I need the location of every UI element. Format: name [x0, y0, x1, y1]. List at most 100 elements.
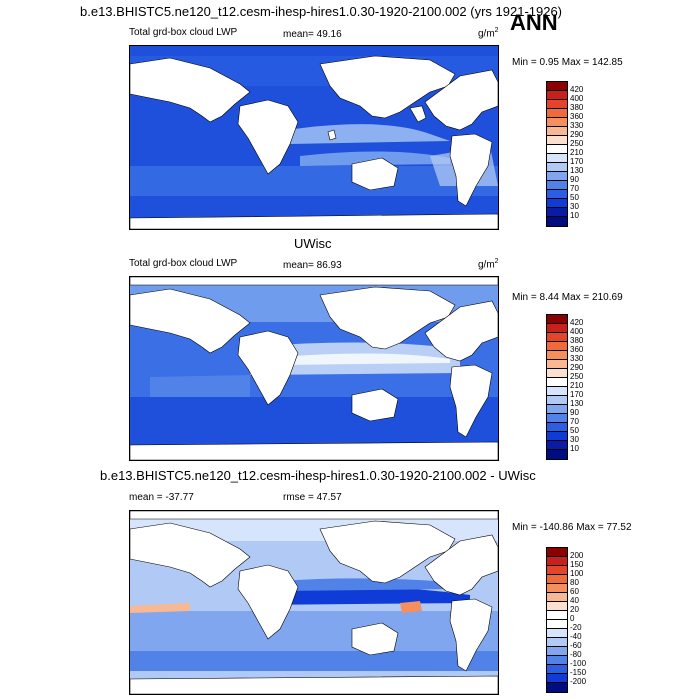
panel3-colorbar-swatch [547, 620, 567, 629]
panel1-colorbar-tick-label: 210 [570, 148, 584, 157]
panel3-title: b.e13.BHISTC5.ne120_t12.cesm-ihesp-hires… [100, 468, 536, 483]
panel2-colorbar-tick-label: 380 [570, 336, 584, 345]
panel1-colorbar-swatch [547, 100, 567, 109]
panel1-colorbar-swatch [547, 172, 567, 181]
panel2-colorbar-swatch [547, 396, 567, 405]
panel1-colorbar-tick-label: 330 [570, 121, 584, 130]
panel2-units: g/m2 [478, 258, 499, 271]
panel2-colorbar-tick-label: 30 [570, 435, 579, 444]
panel3-colorbar-tick-label: -60 [570, 641, 582, 650]
panel2-colorbar-tick-label: 330 [570, 354, 584, 363]
panel1-colorbar-swatch [547, 136, 567, 145]
panel1-colorbar-tick-label: 420 [570, 85, 584, 94]
panel1-colorbar-tick-label: 360 [570, 112, 584, 121]
panel2-colorbar-tick-label: 360 [570, 345, 584, 354]
panel3-colorbar-tick-label: -40 [570, 632, 582, 641]
panel1-colorbar-tick-label: 70 [570, 184, 579, 193]
panel1-colorbar-swatch [547, 163, 567, 172]
panel2-colorbar-tick-label: 400 [570, 327, 584, 336]
panel1-variable-label: Total grd-box cloud LWP [129, 27, 238, 38]
panel2-colorbar-tick-label: 10 [570, 444, 579, 453]
panel3-colorbar-swatch [547, 548, 567, 557]
panel2-colorbar-swatch [547, 378, 567, 387]
panel2-colorbar-tick-label: 50 [570, 426, 579, 435]
panel3-colorbar-swatch [547, 629, 567, 638]
panel1-map [129, 45, 499, 230]
panel1-mean: mean= 49.16 [283, 29, 342, 40]
panel1-colorbar-tick-label: 400 [570, 94, 584, 103]
panel3-colorbar-swatch [547, 611, 567, 620]
panel2-colorbar-swatch [547, 342, 567, 351]
panel2-variable-label: Total grd-box cloud LWP [129, 258, 238, 269]
panel3-colorbar-tick-label: -80 [570, 650, 582, 659]
panel1-colorbar-swatch [547, 127, 567, 136]
panel1-colorbar-tick-label: 90 [570, 175, 579, 184]
panel3-colorbar-tick-label: 0 [570, 614, 575, 623]
panel2-colorbar-swatch [547, 315, 567, 324]
panel3-colorbar-tick-label: 40 [570, 596, 579, 605]
panel3-colorbar-swatch [547, 674, 567, 683]
panel2-colorbar-swatch [547, 333, 567, 342]
panel1-colorbar-swatch [547, 190, 567, 199]
panel3-colorbar-swatch [547, 575, 567, 584]
panel3-colorbar-tick-label: 150 [570, 560, 584, 569]
panel1-colorbar-tick-label: 30 [570, 202, 579, 211]
panel3-colorbar-swatch [547, 584, 567, 593]
panel3-colorbar-tick-label: -20 [570, 623, 582, 632]
panel3-colorbar-tick-label: 200 [570, 551, 584, 560]
panel2-colorbar-tick-label: 290 [570, 363, 584, 372]
panel2-colorbar-swatch [547, 369, 567, 378]
panel1-minmax: Min = 0.95 Max = 142.85 [512, 57, 623, 68]
figure-title: b.e13.BHISTC5.ne120_t12.cesm-ihesp-hires… [80, 4, 563, 19]
panel3-colorbar-tick-label: -150 [570, 668, 587, 677]
panel2-colorbar-swatch [547, 423, 567, 432]
panel3-colorbar-swatch [547, 557, 567, 566]
panel1-colorbar-tick-label: 170 [570, 157, 584, 166]
panel1-units: g/m2 [478, 27, 499, 40]
season-label: ANN [510, 10, 558, 35]
panel3-colorbar-swatch [547, 665, 567, 674]
panel1-colorbar-tick-label: 130 [570, 166, 584, 175]
panel3-mean: mean = -37.77 [129, 492, 194, 503]
panel2-colorbar-tick-label: 170 [570, 390, 584, 399]
panel1-colorbar-swatch [547, 118, 567, 127]
panel1-colorbar-tick-label: 250 [570, 139, 584, 148]
panel2-colorbar-swatch [547, 324, 567, 333]
panel3-colorbar-tick-label: 20 [570, 605, 579, 614]
panel3-colorbar-swatch [547, 593, 567, 602]
panel2-colorbar-swatch [547, 432, 567, 441]
panel3-colorbar-tick-label: 80 [570, 578, 579, 587]
panel3-colorbar-swatch [547, 647, 567, 656]
panel2-colorbar-tick-label: 70 [570, 417, 579, 426]
panel2-colorbar-swatch [547, 360, 567, 369]
panel1-colorbar-swatch [547, 82, 567, 91]
panel3-colorbar-tick-label: 100 [570, 569, 584, 578]
panel3-colorbar-swatch [547, 656, 567, 665]
panel3-colorbar-swatch [547, 638, 567, 647]
panel2-minmax: Min = 8.44 Max = 210.69 [512, 292, 623, 303]
panel3-colorbar-tick-label: -200 [570, 677, 587, 686]
panel2-title: UWisc [294, 236, 332, 251]
panel3-colorbar-swatch [547, 602, 567, 611]
panel2-colorbar-swatch [547, 351, 567, 360]
panel1-colorbar-swatch [547, 154, 567, 163]
panel1-colorbar-swatch [547, 91, 567, 100]
panel1-colorbar [546, 81, 568, 227]
panel1-colorbar-swatch [547, 208, 567, 217]
panel1-colorbar-swatch [547, 181, 567, 190]
panel3-minmax: Min = -140.86 Max = 77.52 [512, 522, 632, 533]
panel2-map [129, 276, 499, 461]
panel2-colorbar [546, 314, 568, 460]
panel1-colorbar-tick-label: 380 [570, 103, 584, 112]
panel1-colorbar-swatch [547, 199, 567, 208]
panel1-colorbar-tick-label: 10 [570, 211, 579, 220]
panel1-colorbar-tick-label: 290 [570, 130, 584, 139]
panel1-colorbar-swatch [547, 145, 567, 154]
panel3-colorbar [546, 547, 568, 693]
panel2-map-svg [130, 277, 498, 460]
panel2-colorbar-swatch [547, 441, 567, 450]
panel1-colorbar-tick-label: 50 [570, 193, 579, 202]
panel2-colorbar-swatch [547, 405, 567, 414]
panel2-colorbar-swatch [547, 450, 567, 459]
panel2-colorbar-tick-label: 420 [570, 318, 584, 327]
